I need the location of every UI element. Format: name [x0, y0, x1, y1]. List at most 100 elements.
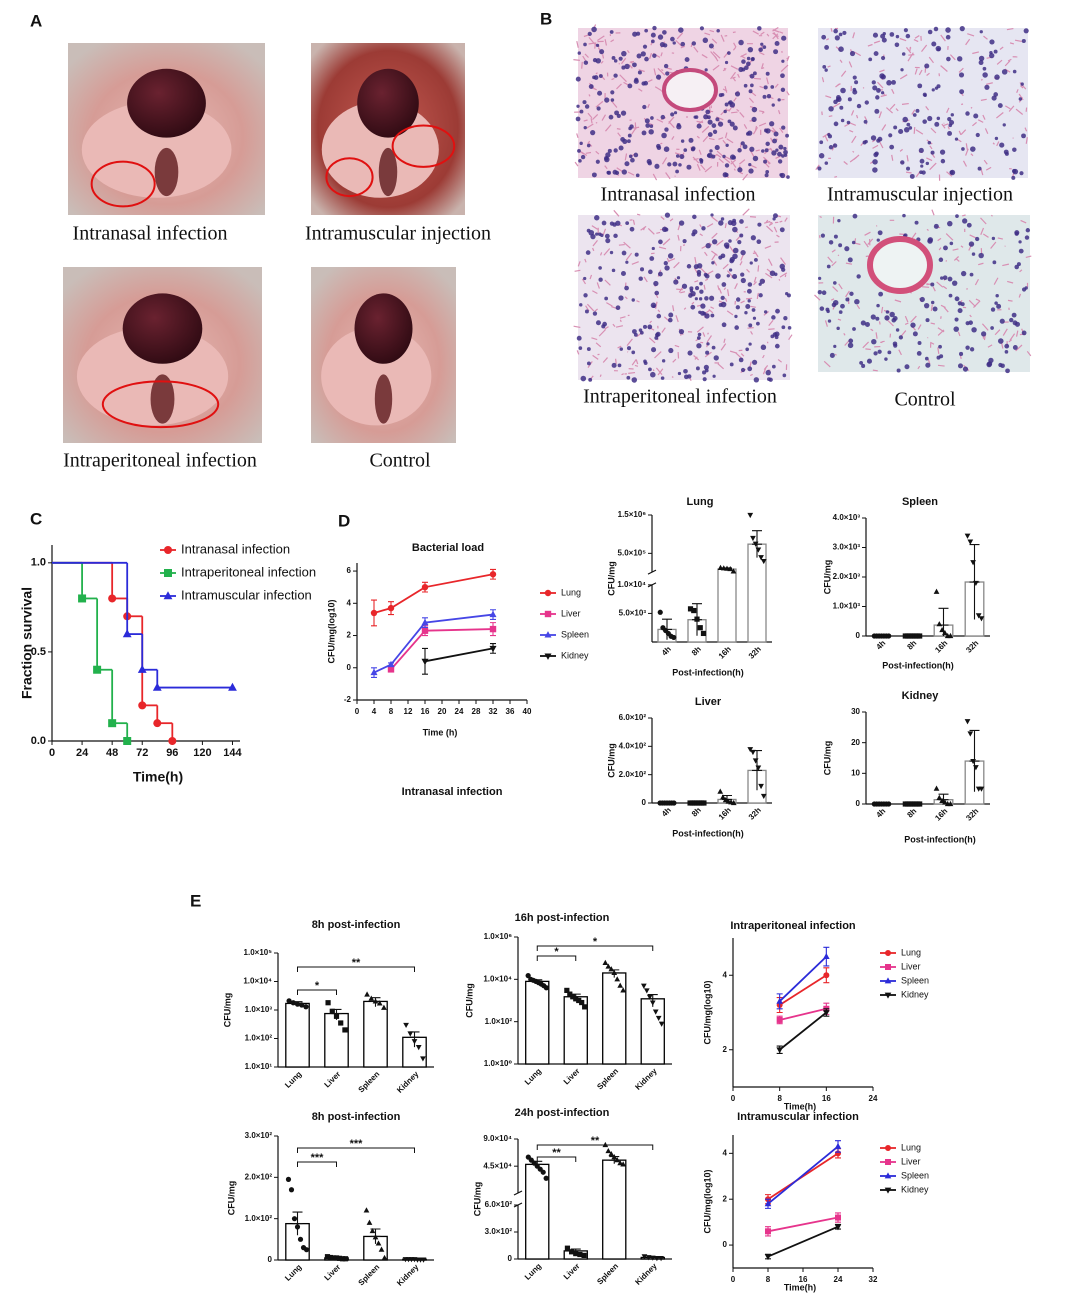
x-tick-label: Lung	[523, 1261, 543, 1281]
histology-nucleus	[1009, 318, 1013, 322]
x-tick-label: 32h	[964, 806, 980, 822]
histology-nucleus	[723, 110, 726, 113]
y-tick-label: 6	[347, 566, 352, 575]
x-tick-label: 72	[136, 747, 148, 759]
histology-nucleus	[701, 226, 705, 230]
histology-fiber	[865, 349, 870, 350]
histology-fiber	[922, 287, 929, 288]
histology-nucleus	[639, 277, 643, 281]
histology-fiber	[779, 279, 780, 280]
marker	[582, 1004, 587, 1009]
histology-nucleus	[970, 146, 976, 152]
histology-nucleus	[658, 240, 663, 245]
y-tick-label: 1.0×10²	[245, 1214, 273, 1223]
histology-nucleus	[957, 56, 962, 61]
histology-nucleus	[939, 258, 944, 263]
histology-nucleus	[579, 346, 583, 350]
histology-nucleus	[718, 255, 722, 259]
histology-nucleus	[643, 360, 647, 364]
histology-nucleus	[850, 51, 855, 56]
histology-nucleus	[735, 91, 740, 96]
histology-nucleus	[834, 122, 839, 127]
marker	[691, 608, 696, 613]
histology-nucleus	[906, 34, 910, 38]
histology-nucleus	[748, 163, 751, 166]
histology-nucleus	[627, 84, 632, 89]
x-tick-label: Lung	[523, 1066, 543, 1086]
y-axis-label: CFU/mg(log10)	[702, 980, 712, 1044]
histology-nucleus	[754, 377, 759, 382]
significance-label: **	[552, 1147, 561, 1159]
histology-nucleus	[588, 378, 592, 382]
histology-nucleus	[753, 317, 756, 320]
histology-nucleus	[664, 261, 668, 265]
histology-nucleus	[576, 117, 581, 122]
histology-nucleus	[590, 234, 595, 239]
marker	[123, 737, 131, 745]
histology-nucleus	[729, 268, 732, 271]
histology-nucleus	[664, 228, 668, 232]
histology-nucleus	[609, 115, 614, 120]
histology-nucleus	[678, 27, 684, 33]
histology-nucleus	[662, 30, 667, 35]
histology-nucleus	[845, 298, 849, 302]
histology-nucleus	[654, 291, 659, 296]
histology-nucleus	[854, 80, 858, 84]
marker	[823, 972, 829, 978]
histology-nucleus	[828, 319, 831, 322]
chart-title: Bacterial load	[412, 542, 484, 554]
histology-nucleus	[899, 335, 903, 339]
histology-nucleus	[890, 32, 895, 37]
x-tick-label: 24	[455, 707, 464, 716]
histology-nucleus	[744, 311, 747, 314]
histology-nucleus	[786, 175, 790, 179]
histology-nucleus	[949, 294, 953, 298]
histology-nucleus	[653, 281, 658, 286]
histology-nucleus	[594, 215, 599, 220]
histology-fiber	[880, 321, 881, 324]
histology-nucleus	[626, 376, 630, 380]
marker	[93, 666, 101, 674]
histology-nucleus	[612, 56, 616, 60]
histology-nucleus	[821, 234, 825, 238]
y-tick-label: 0.0	[31, 735, 46, 747]
x-tick-label: 144	[223, 747, 242, 759]
x-tick-label: 8h	[690, 644, 703, 657]
histology-nucleus	[688, 138, 693, 143]
marker	[153, 719, 161, 727]
y-tick-label: 4	[723, 1148, 728, 1157]
y-tick-label: 4.0×10²	[619, 741, 647, 750]
marker	[489, 611, 496, 617]
histology-nucleus	[611, 98, 615, 102]
marker	[544, 1176, 549, 1181]
x-tick-label: 4h	[874, 638, 887, 651]
histology-nucleus	[744, 84, 748, 88]
x-axis-label: Post-infection(h)	[672, 828, 744, 838]
photo-caption: Intranasal infection	[601, 184, 756, 206]
histology-nucleus	[684, 374, 689, 379]
histology-nucleus	[1019, 97, 1022, 100]
histology-fiber	[676, 289, 683, 290]
histology-nucleus	[621, 51, 626, 56]
histology-nucleus	[1025, 286, 1028, 289]
x-tick-label: 40	[523, 707, 532, 716]
histology-nucleus	[878, 350, 882, 354]
histology-nucleus	[955, 137, 958, 140]
histology-nucleus	[872, 167, 877, 172]
histology-nucleus	[881, 91, 884, 94]
histology-nucleus	[817, 166, 821, 170]
histology-nucleus	[581, 376, 587, 382]
histology-nucleus	[746, 132, 750, 136]
histology-nucleus	[931, 151, 935, 155]
histology-fiber	[758, 293, 759, 294]
histology-fiber	[820, 217, 822, 218]
histology-nucleus	[948, 277, 953, 282]
histology-nucleus	[629, 155, 633, 159]
histology-nucleus	[756, 239, 761, 244]
histology-nucleus	[732, 227, 738, 233]
marker	[164, 546, 172, 554]
y-tick-label: 5.0×10³	[619, 609, 647, 618]
histology-nucleus	[827, 265, 831, 269]
series-line	[768, 1146, 838, 1203]
histology-nucleus	[676, 124, 681, 129]
